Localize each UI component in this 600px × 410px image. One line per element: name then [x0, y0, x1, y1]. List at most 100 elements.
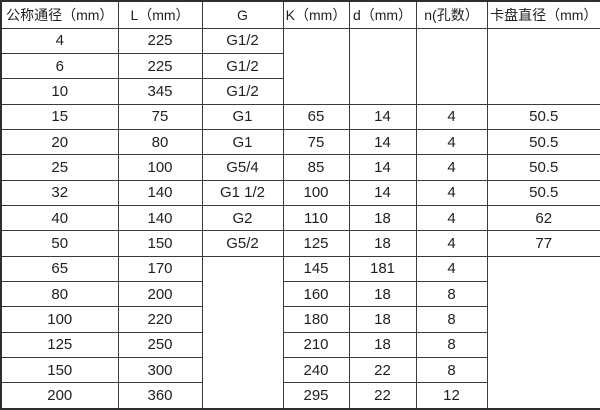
cell-l: 300 — [117, 356, 203, 384]
table-row: 65 170 145 181 4 — [0, 255, 600, 410]
cell-l: 250 — [117, 331, 203, 358]
cell-l: 80 — [117, 128, 203, 156]
cell-dn: 6 — [0, 52, 119, 80]
column-header-dn: 公称通径（mm） — [0, 0, 119, 29]
cell-dn: 4 — [0, 27, 119, 54]
cell-dn: 32 — [0, 179, 119, 206]
cell-k: 65 — [282, 103, 350, 130]
cell-dn: 25 — [0, 154, 119, 181]
cell-l: 140 — [117, 204, 203, 232]
table-row: 25 100 G5/4 85 14 4 50.5 — [0, 154, 600, 181]
cell-k: 180 — [282, 306, 350, 333]
cell-dn: 50 — [0, 230, 119, 257]
cell-k: 210 — [282, 331, 350, 358]
table-row: 125 250 210 18 8 — [0, 331, 600, 358]
table-row: 15 75 G1 65 14 4 50.5 — [0, 103, 600, 130]
cell-d: 22 — [348, 382, 417, 410]
cell-n: 8 — [415, 306, 488, 333]
cell-dn: 125 — [0, 331, 119, 358]
table-row: 100 220 180 18 8 — [0, 306, 600, 333]
cell-d: 18 — [348, 280, 417, 308]
cell-l: 170 — [117, 255, 203, 282]
cell-g: G1/2 — [201, 52, 284, 80]
cell-g: G5/2 — [201, 230, 284, 257]
cell-dn: 150 — [0, 356, 119, 384]
cell-n: 12 — [415, 382, 488, 410]
table-row: 200 360 295 22 12 — [0, 382, 600, 410]
table-row: 80 200 160 18 8 — [0, 280, 600, 308]
cell-g: G5/4 — [201, 154, 284, 181]
table-row: 32 140 G1 1/2 100 14 4 50.5 — [0, 179, 600, 206]
cell-k: 145 — [282, 255, 350, 282]
cell-n: 8 — [415, 280, 488, 308]
merged-empty-cell-n — [415, 27, 488, 105]
cell-n: 8 — [415, 356, 488, 384]
cell-k: 110 — [282, 204, 350, 232]
cell-dn: 15 — [0, 103, 119, 130]
table-row: 40 140 G2 110 18 4 62 — [0, 204, 600, 232]
cell-l: 150 — [117, 230, 203, 257]
merged-empty-cell-chuck — [486, 27, 600, 105]
cell-n: 4 — [415, 128, 488, 156]
cell-d: 18 — [348, 204, 417, 232]
cell-d: 14 — [348, 128, 417, 156]
cell-n: 4 — [415, 154, 488, 181]
merged-empty-cell-d — [348, 27, 417, 105]
cell-d: 18 — [348, 331, 417, 358]
cell-chuck: 50.5 — [486, 154, 600, 181]
cell-l: 200 — [117, 280, 203, 308]
cell-k: 160 — [282, 280, 350, 308]
cell-chuck: 50.5 — [486, 128, 600, 156]
cell-dn: 80 — [0, 280, 119, 308]
column-header-k: K（mm） — [282, 0, 350, 29]
cell-dn: 40 — [0, 204, 119, 232]
cell-n: 4 — [415, 179, 488, 206]
header-row: 公称通径（mm） L（mm） G K（mm） d（mm） n(孔数） 卡盘直径（… — [0, 0, 600, 29]
table-row: 150 300 240 22 8 — [0, 356, 600, 384]
cell-g: G2 — [201, 204, 284, 232]
cell-l: 75 — [117, 103, 203, 130]
cell-g: G1 1/2 — [201, 179, 284, 206]
cell-n: 4 — [415, 204, 488, 232]
cell-d: 14 — [348, 179, 417, 206]
table-row: 20 80 G1 75 14 4 50.5 — [0, 128, 600, 156]
cell-dn: 20 — [0, 128, 119, 156]
cell-k: 100 — [282, 179, 350, 206]
merged-empty-cell-k — [282, 27, 350, 105]
cell-l: 360 — [117, 382, 203, 410]
column-header-n: n(孔数） — [415, 0, 488, 29]
cell-dn: 65 — [0, 255, 119, 282]
cell-chuck: 50.5 — [486, 179, 600, 206]
column-header-g: G — [201, 0, 284, 29]
cell-l: 345 — [117, 78, 203, 105]
cell-k: 85 — [282, 154, 350, 181]
cell-g: G1/2 — [201, 27, 284, 54]
cell-dn: 200 — [0, 382, 119, 410]
cell-l: 225 — [117, 27, 203, 54]
table-row: 10 345 G1/2 — [0, 78, 600, 105]
merged-empty-cell-g — [201, 255, 284, 410]
cell-g: G1 — [201, 103, 284, 130]
cell-n: 4 — [415, 230, 488, 257]
cell-n: 4 — [415, 255, 488, 282]
cell-l: 225 — [117, 52, 203, 80]
cell-l: 140 — [117, 179, 203, 206]
cell-k: 240 — [282, 356, 350, 384]
column-header-l: L（mm） — [117, 0, 203, 29]
cell-l: 100 — [117, 154, 203, 181]
cell-n: 4 — [415, 103, 488, 130]
cell-d: 181 — [348, 255, 417, 282]
cell-d: 14 — [348, 154, 417, 181]
cell-d: 14 — [348, 103, 417, 130]
cell-k: 125 — [282, 230, 350, 257]
cell-k: 75 — [282, 128, 350, 156]
cell-k: 295 — [282, 382, 350, 410]
cell-chuck: 62 — [486, 204, 600, 232]
cell-d: 18 — [348, 230, 417, 257]
cell-g: G1/2 — [201, 78, 284, 105]
cell-dn: 10 — [0, 78, 119, 105]
cell-g: G1 — [201, 128, 284, 156]
cell-chuck: 50.5 — [486, 103, 600, 130]
